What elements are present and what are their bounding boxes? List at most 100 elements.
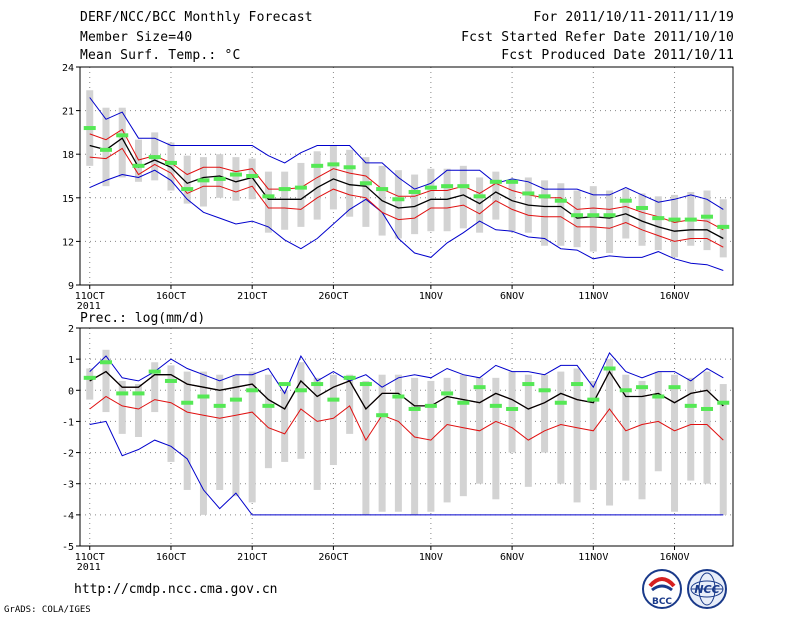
prec-range-box [427,380,435,512]
prec-xtick-label: 16OCT [156,552,186,563]
ncc-logo: NCC [686,568,728,610]
prec-mean-marker [619,388,632,393]
temp-range-box [573,190,581,248]
prec-xtick-label: 16NOV [659,552,689,563]
temp-ytick-label: 12 [62,237,74,248]
prec-mean-marker [116,391,129,396]
prec-mean-marker [489,403,502,408]
temp-ytick-label: 24 [62,63,74,74]
temp-mean-marker [148,155,161,160]
prec-ytick-label: -2 [62,449,74,460]
temp-year-label: 2011 [77,301,101,312]
prec-ytick-label: 0 [68,386,74,397]
ncc-logo-text: NCC [694,583,719,596]
temp-mean-marker [424,185,437,190]
prec-ytick-label: -5 [62,542,74,553]
prec-range-box [459,374,467,497]
temp-mean-marker [376,187,389,192]
temp-range-box [281,171,289,230]
prec-range-box [394,374,402,512]
prec-mean-marker [668,385,681,390]
prec-lower-line [89,420,724,516]
prec-mean-marker [197,394,210,399]
temp-mean-marker [246,174,259,178]
prec-mean-marker [636,385,649,390]
prec-range-box [524,374,532,487]
prec-mean-marker [554,400,567,405]
forecast-produced-date: Fcst Produced Date 2011/10/11 [501,48,734,63]
prec-mean-marker [538,388,551,393]
prec-range-box [606,359,614,506]
forecast-start-date: Fcst Started Refer Date 2011/10/10 [461,30,734,45]
temp-mean-marker [83,126,96,131]
bcc-logo-text: BCC [652,597,672,607]
temp-range-box [118,107,126,178]
temp-ytick-label: 18 [62,150,74,161]
temp-mean-marker [522,191,535,196]
temp-range-box [167,142,175,191]
prec-range-box [362,380,370,515]
prec-mean-marker [457,400,470,405]
prec-xtick-label: 11NOV [578,552,608,563]
prec-mean-marker [603,366,616,371]
temp-ytick-label: 9 [68,281,74,292]
temp-mean-marker [473,194,486,199]
prec-mean-marker [246,388,259,393]
temp-range-box [362,157,370,227]
prec-range-box [557,371,565,484]
prec-mean-marker [392,394,405,399]
prec-mean-marker [506,406,519,411]
prec-xtick-label: 26OCT [318,552,348,563]
prec-mean-marker [571,382,584,387]
prec-mean-marker [83,375,96,380]
temp-mean-marker [408,189,421,194]
prec-mean-marker [376,413,389,418]
member-size: Member Size=40 [80,30,193,45]
temp-xtick-label: 6NOV [500,291,524,302]
prec-mean-marker [311,382,324,387]
prec-range-box [622,374,630,481]
prec-range-box [281,390,289,462]
prec-range-box [492,377,500,500]
temp-xtick-label: 11OCT [75,291,105,302]
temp-range-box [264,171,272,233]
prec-range-box [183,371,191,490]
temp-range-box [443,168,451,232]
temp-mean-marker [327,162,340,167]
prec-xtick-label: 1NOV [419,552,443,563]
prec-mean-marker [587,397,600,402]
temp-mean-marker [652,216,665,221]
prec-mean-marker [684,403,697,408]
temp-range-box [459,165,467,229]
prec-mean-marker [262,403,275,408]
temp-xtick-label: 1NOV [419,291,443,302]
temp-range-box [232,157,240,201]
prec-range-box [167,365,175,462]
variable-label: Mean Surf. Temp.: °C [80,48,241,63]
temp-plus-sd-line [89,128,724,231]
temp-xtick-label: 16NOV [659,291,689,302]
temp-mean-marker [701,214,714,219]
temp-mean-marker [587,213,600,218]
forecast-period: For 2011/10/11-2011/11/19 [533,10,734,25]
source-url[interactable]: http://cmdp.ncc.cma.gov.cn [74,582,278,597]
temp-mean-marker [506,179,519,184]
temp-range-box [346,149,354,217]
temp-mean-marker [311,163,324,168]
temp-ytick-label: 21 [62,107,74,118]
temp-mean-marker [359,181,372,186]
prec-mean-marker [132,391,145,396]
prec-range-box [719,384,727,515]
temp-mean-marker [294,185,307,190]
prec-mean-marker [473,385,486,390]
prec-xtick-label: 11OCT [75,552,105,563]
temp-range-box [411,174,419,235]
temp-mean-marker [603,213,616,218]
temp-range-box [654,196,662,251]
temp-range-box [671,194,679,258]
prec-range-box [329,374,337,466]
prec-range-box [86,368,94,400]
prec-mean-marker [522,382,535,387]
prec-range-box [134,384,142,437]
prec-range-box [589,380,597,490]
